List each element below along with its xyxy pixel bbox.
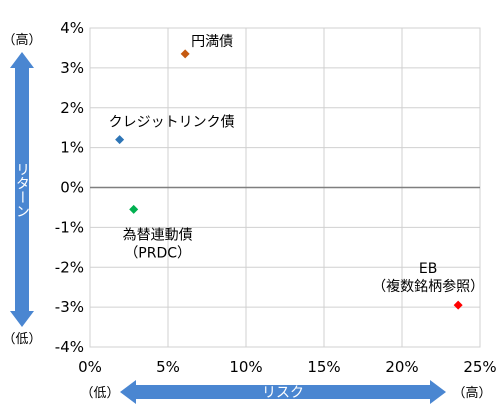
risk-axis-label: リスク — [262, 385, 304, 401]
x-tick-label: 5% — [156, 358, 180, 376]
data-point — [129, 204, 139, 214]
y-tick-label: 2% — [60, 99, 84, 117]
point-label: 為替連動債 — [123, 227, 193, 243]
risk-high-label: （高） — [452, 385, 491, 401]
point-label: （PRDC） — [124, 245, 191, 261]
y-tick-label: -1% — [55, 218, 84, 236]
x-tick-label: 25% — [463, 358, 496, 376]
data-point — [453, 300, 463, 310]
return-high-label: （高） — [2, 32, 41, 48]
return-low-label: （低） — [2, 332, 41, 347]
point-label: （複数銘柄参照） — [372, 278, 484, 295]
x-tick-label: 0% — [78, 358, 102, 376]
data-point — [180, 49, 190, 59]
y-tick-label: -4% — [55, 338, 84, 356]
data-point — [115, 135, 125, 145]
return-axis-label: リターン — [14, 162, 30, 218]
y-tick-label: -2% — [55, 258, 84, 276]
point-label: 円満債 — [191, 34, 233, 50]
y-tick-label: 0% — [60, 179, 84, 197]
y-tick-label: -3% — [55, 298, 84, 316]
x-tick-label: 10% — [229, 358, 262, 376]
risk-axis-arrow — [120, 380, 446, 404]
point-label: EB — [419, 261, 437, 277]
y-tick-label: 3% — [60, 59, 84, 77]
x-tick-label: 20% — [385, 358, 418, 376]
point-label: クレジットリンク債 — [109, 115, 235, 131]
risk-low-label: （低） — [80, 386, 119, 401]
x-tick-label: 15% — [307, 358, 340, 376]
y-tick-label: 4% — [60, 19, 84, 37]
return-axis-arrow — [10, 52, 34, 327]
y-tick-label: 1% — [60, 139, 84, 157]
